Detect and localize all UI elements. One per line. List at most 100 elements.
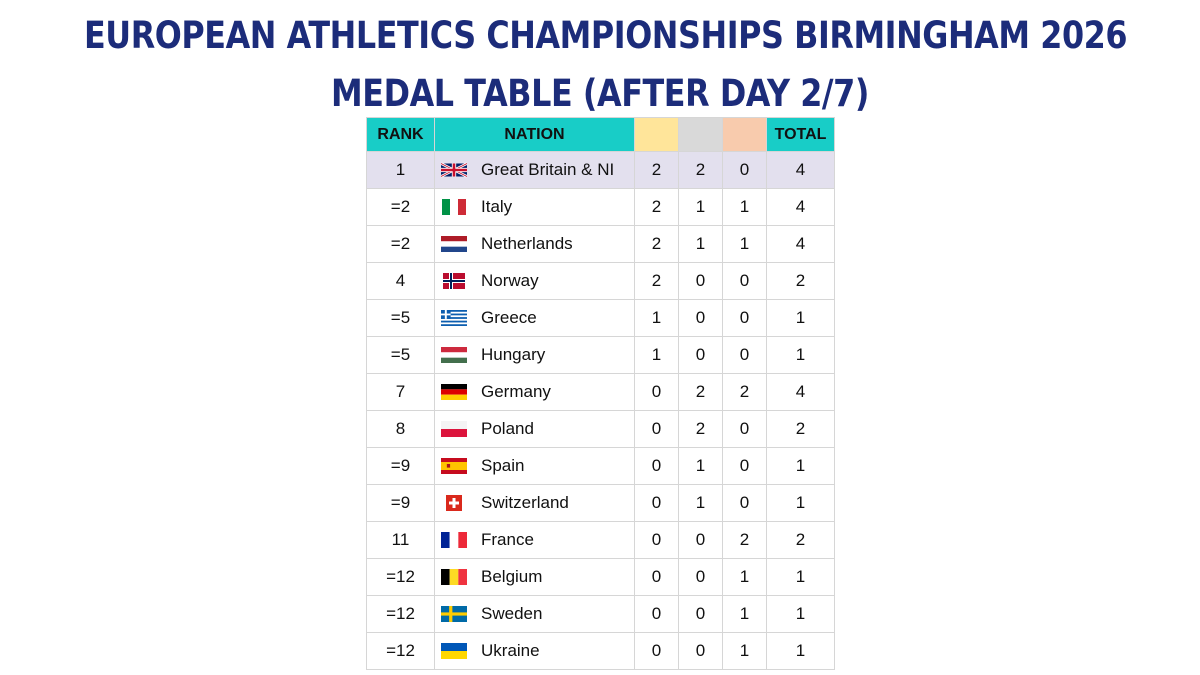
- table-row: =12 Sweden 0 0 1 1: [366, 595, 835, 633]
- silver-cell: 0: [678, 595, 723, 633]
- bronze-cell: 0: [722, 299, 767, 337]
- rank-cell: 7: [366, 373, 435, 411]
- hu-flag-icon: [441, 347, 467, 363]
- gb-flag-icon: [441, 162, 467, 178]
- gold-cell: 2: [634, 225, 679, 263]
- rank-cell: =5: [366, 299, 435, 337]
- rank-cell: 8: [366, 410, 435, 448]
- nation-cell: Great Britain & NI: [434, 151, 635, 189]
- gold-cell: 0: [634, 632, 679, 670]
- total-cell: 4: [766, 151, 835, 189]
- nation-name: Poland: [481, 419, 534, 438]
- total-cell: 1: [766, 336, 835, 374]
- nation-cell: France: [434, 521, 635, 559]
- nation-name: Great Britain & NI: [481, 160, 615, 179]
- rank-cell: =9: [366, 484, 435, 522]
- total-cell: 1: [766, 558, 835, 596]
- total-cell: 4: [766, 373, 835, 411]
- nation-name: Ukraine: [481, 641, 540, 660]
- nation-name: Norway: [481, 271, 539, 290]
- gold-cell: 0: [634, 558, 679, 596]
- nation-name: France: [481, 530, 534, 549]
- header-total: TOTAL: [766, 117, 835, 152]
- bronze-cell: 1: [722, 632, 767, 670]
- page-subtitle: MEDAL TABLE (AFTER DAY 2/7): [331, 72, 869, 115]
- silver-cell: 0: [678, 299, 723, 337]
- nation-cell: Belgium: [434, 558, 635, 596]
- table-row: =2 Italy 2 1 1 4: [366, 188, 835, 226]
- nation-name: Switzerland: [481, 493, 569, 512]
- rank-cell: =12: [366, 632, 435, 670]
- nation-name: Greece: [481, 308, 537, 327]
- ua-flag-icon: [441, 643, 467, 659]
- nation-name: Italy: [481, 197, 513, 216]
- nation-cell: Germany: [434, 373, 635, 411]
- header-nation: NATION: [434, 117, 635, 152]
- total-cell: 4: [766, 225, 835, 263]
- header-rank: RANK: [366, 117, 435, 152]
- table-row: 8 Poland 0 2 0 2: [366, 410, 835, 448]
- total-cell: 1: [766, 447, 835, 485]
- nation-cell: Netherlands: [434, 225, 635, 263]
- ch-flag-icon: [441, 495, 467, 511]
- rank-cell: 11: [366, 521, 435, 559]
- rank-cell: =2: [366, 188, 435, 226]
- medal-table: RANK NATION TOTAL 1 Great Britain & NI 2 2 0…: [366, 117, 835, 670]
- rank-cell: 1: [366, 151, 435, 189]
- silver-cell: 2: [678, 410, 723, 448]
- table-row: =9 Switzerland 0 1 0 1: [366, 484, 835, 522]
- table-row: =5 Greece 1 0 0 1: [366, 299, 835, 337]
- table-row: 1 Great Britain & NI 2 2 0 4: [366, 151, 835, 189]
- table-row: 7 Germany 0 2 2 4: [366, 373, 835, 411]
- gold-cell: 1: [634, 336, 679, 374]
- bronze-cell: 0: [722, 336, 767, 374]
- total-cell: 1: [766, 595, 835, 633]
- header-silver: [678, 117, 723, 152]
- silver-cell: 0: [678, 632, 723, 670]
- rank-cell: =12: [366, 558, 435, 596]
- bronze-cell: 0: [722, 410, 767, 448]
- bronze-cell: 2: [722, 521, 767, 559]
- se-flag-icon: [441, 606, 467, 622]
- nation-cell: Sweden: [434, 595, 635, 633]
- silver-cell: 1: [678, 484, 723, 522]
- table-row: 11 France 0 0 2 2: [366, 521, 835, 559]
- bronze-cell: 2: [722, 373, 767, 411]
- gold-cell: 0: [634, 410, 679, 448]
- nation-name: Sweden: [481, 604, 543, 623]
- es-flag-icon: [441, 458, 467, 474]
- header-bronze: [722, 117, 767, 152]
- silver-cell: 0: [678, 521, 723, 559]
- silver-cell: 0: [678, 336, 723, 374]
- it-flag-icon: [441, 199, 467, 215]
- silver-cell: 0: [678, 558, 723, 596]
- nation-name: Spain: [481, 456, 525, 475]
- gr-flag-icon: [441, 310, 467, 326]
- silver-cell: 2: [678, 151, 723, 189]
- rank-cell: =9: [366, 447, 435, 485]
- table-header-row: RANK NATION TOTAL: [366, 117, 835, 152]
- rank-cell: =12: [366, 595, 435, 633]
- gold-cell: 0: [634, 447, 679, 485]
- silver-cell: 1: [678, 447, 723, 485]
- bronze-cell: 1: [722, 595, 767, 633]
- silver-cell: 2: [678, 373, 723, 411]
- gold-cell: 2: [634, 188, 679, 226]
- rank-cell: =2: [366, 225, 435, 263]
- total-cell: 4: [766, 188, 835, 226]
- rank-cell: 4: [366, 262, 435, 300]
- page-title: EUROPEAN ATHLETICS CHAMPIONSHIPS BIRMING…: [84, 14, 1128, 57]
- no-flag-icon: [441, 273, 467, 289]
- total-cell: 1: [766, 632, 835, 670]
- bronze-cell: 0: [722, 484, 767, 522]
- bronze-cell: 1: [722, 225, 767, 263]
- table-row: =12 Belgium 0 0 1 1: [366, 558, 835, 596]
- fr-flag-icon: [441, 532, 467, 548]
- bronze-cell: 0: [722, 447, 767, 485]
- de-flag-icon: [441, 384, 467, 400]
- table-row: =2 Netherlands 2 1 1 4: [366, 225, 835, 263]
- bronze-cell: 0: [722, 151, 767, 189]
- gold-cell: 2: [634, 151, 679, 189]
- total-cell: 1: [766, 299, 835, 337]
- table-row: =12 Ukraine 0 0 1 1: [366, 632, 835, 670]
